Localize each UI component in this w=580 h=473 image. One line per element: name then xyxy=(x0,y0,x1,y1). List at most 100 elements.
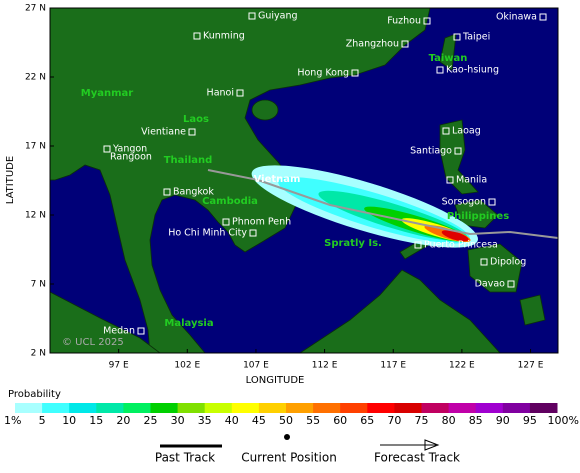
colorbar-segment xyxy=(231,403,260,413)
city-marker xyxy=(351,69,359,77)
colorbar-label: 20 xyxy=(116,414,130,427)
legend-label: Forecast Track xyxy=(374,451,460,465)
city-label: Sorsogon xyxy=(442,197,486,208)
city-label: Medan xyxy=(103,326,135,337)
colorbar-segment xyxy=(96,403,124,413)
colorbar-segment xyxy=(394,403,422,413)
city-marker xyxy=(103,145,111,153)
region-label: Laos xyxy=(183,114,209,125)
city-label: Dipolog xyxy=(490,257,526,268)
city-marker xyxy=(446,176,454,184)
colorbar-label: 70 xyxy=(387,414,401,427)
city-label: Phnom Penh xyxy=(232,217,291,228)
city-marker xyxy=(453,33,461,41)
x-tick-label: 107 E xyxy=(243,361,269,371)
city-label: Hong Kong xyxy=(297,68,349,79)
city-label: Okinawa xyxy=(496,12,537,23)
city-label: Kao-hsiung xyxy=(446,65,499,76)
city-label: Ho Chi Minh City xyxy=(168,228,247,239)
city-label: Santiago xyxy=(410,146,452,157)
map-frame xyxy=(49,7,559,354)
colorbar-label: 30 xyxy=(171,414,185,427)
x-tick-label: 112 E xyxy=(312,361,338,371)
colorbar-segment xyxy=(313,403,341,413)
city-marker xyxy=(442,127,450,135)
y-tick-label: 17 N xyxy=(25,142,46,152)
legend-label: Past Track xyxy=(155,451,215,465)
region-label: Philippines xyxy=(447,211,509,222)
colorbar-label: 85 xyxy=(469,414,483,427)
city-marker xyxy=(488,198,496,206)
city-label: Hanoi xyxy=(207,88,234,99)
y-tick-label: 7 N xyxy=(31,280,46,290)
y-tick-label: 27 N xyxy=(25,4,46,14)
city-label: Fuzhou xyxy=(387,16,421,27)
legend-label: Current Position xyxy=(241,451,337,465)
colorbar-segment xyxy=(150,403,179,413)
city-marker xyxy=(454,147,462,155)
city-label: Bangkok xyxy=(173,187,214,198)
city-marker xyxy=(236,89,244,97)
colorbar-segment xyxy=(204,403,233,413)
colorbar-title: Probability xyxy=(8,389,61,400)
city-label: Puerto Princesa xyxy=(424,240,498,251)
colorbar-label: 15 xyxy=(89,414,103,427)
region-label: Vietnam xyxy=(254,174,301,185)
colorbar-label: 65 xyxy=(360,414,374,427)
colorbar-label: 80 xyxy=(442,414,456,427)
colorbar-label: 75 xyxy=(415,414,429,427)
region-label: Malaysia xyxy=(164,318,213,329)
x-axis-label: LONGITUDE xyxy=(246,375,305,386)
city-marker xyxy=(414,241,422,249)
city-label: Kunming xyxy=(203,31,245,42)
colorbar-label: 90 xyxy=(496,414,510,427)
current-position-symbol xyxy=(284,434,290,440)
city-marker xyxy=(249,229,257,237)
city-marker xyxy=(480,258,488,266)
city-marker xyxy=(137,327,145,335)
colorbar-segment xyxy=(421,403,450,413)
land xyxy=(49,7,546,354)
region-label: Taiwan xyxy=(429,53,468,64)
y-tick-label: 12 N xyxy=(25,211,46,221)
x-tick-label: 122 E xyxy=(449,361,475,371)
forecast-track-symbol xyxy=(380,439,440,451)
colorbar-segment xyxy=(448,403,477,413)
city-marker xyxy=(539,13,547,21)
colorbar-segment xyxy=(340,403,368,413)
x-tick-label: 127 E xyxy=(518,361,544,371)
colorbar-segment xyxy=(475,403,504,413)
city-marker xyxy=(436,66,444,74)
city-label: Taipei xyxy=(462,32,490,43)
city-marker xyxy=(423,17,431,25)
city-marker xyxy=(188,128,196,136)
city-label: Manila xyxy=(456,175,487,186)
city-label: Zhangzhou xyxy=(346,39,399,50)
colorbar-label: 40 xyxy=(225,414,239,427)
colorbar-label: 25 xyxy=(144,414,158,427)
colorbar-segment xyxy=(69,403,97,413)
city-marker xyxy=(163,188,171,196)
city-label: Rangoon xyxy=(110,152,152,163)
colorbar-label: 1% xyxy=(4,414,21,427)
track xyxy=(207,169,559,239)
region-label: Myanmar xyxy=(81,88,134,99)
colorbar-segment xyxy=(15,403,43,413)
colorbar-segment xyxy=(367,403,395,413)
colorbar-label: 45 xyxy=(252,414,266,427)
x-tick-label: 97 E xyxy=(109,361,129,371)
city-label: Laoag xyxy=(452,126,481,137)
y-axis-label: LATITUDE xyxy=(5,156,16,204)
colorbar-label: 10 xyxy=(62,414,76,427)
y-tick-label: 2 N xyxy=(31,349,46,359)
city-label: Yangon xyxy=(112,144,147,155)
city-marker xyxy=(193,32,201,40)
city-label: Guiyang xyxy=(258,11,298,22)
colorbar-segment xyxy=(177,403,206,413)
city-marker xyxy=(401,40,409,48)
colorbar-label: 95 xyxy=(523,414,537,427)
colorbar-label: 55 xyxy=(306,414,320,427)
colorbar-label: 60 xyxy=(333,414,347,427)
x-tick-label: 117 E xyxy=(380,361,406,371)
colorbar-segment xyxy=(286,403,314,413)
